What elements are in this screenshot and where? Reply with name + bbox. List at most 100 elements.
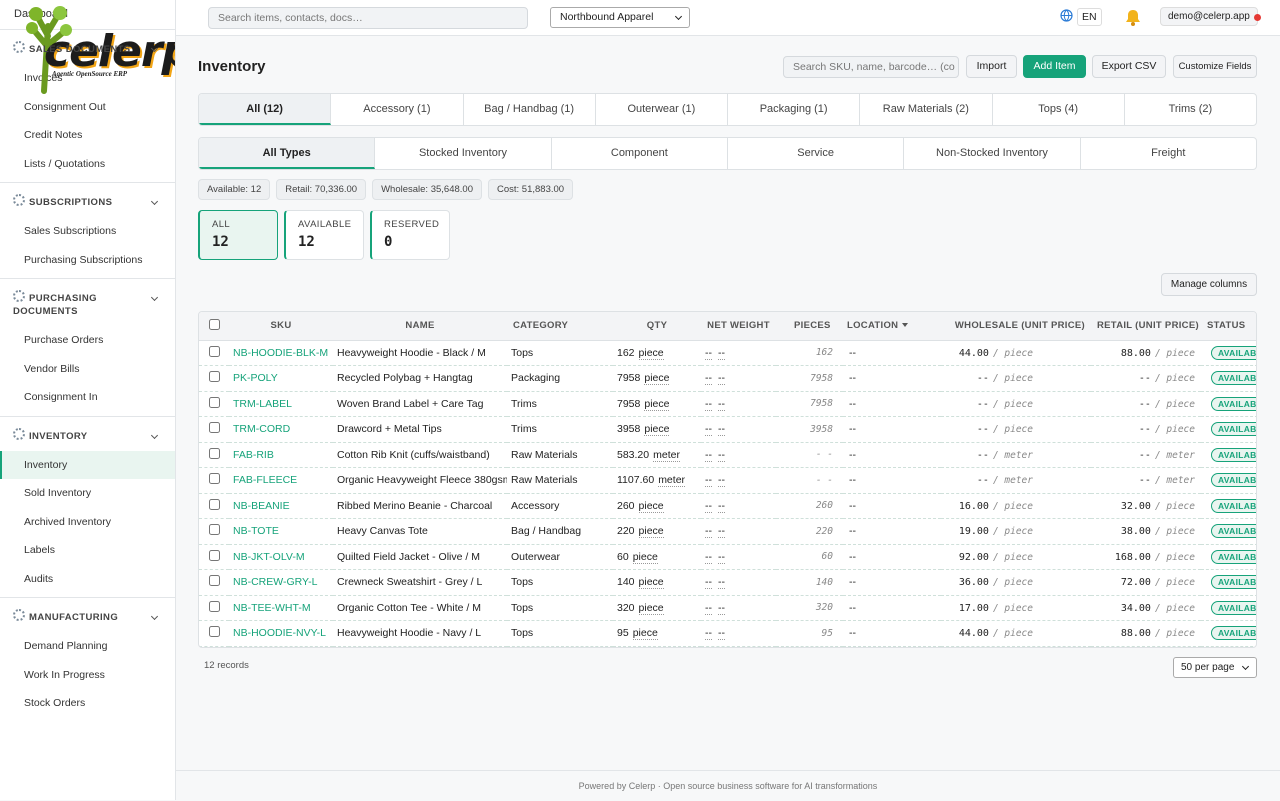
tab[interactable]: Packaging (1) xyxy=(728,94,861,125)
user-menu[interactable]: demo@celerp.app xyxy=(1160,7,1258,26)
status-card[interactable]: AVAILABLE 12 xyxy=(284,210,364,260)
section-header[interactable]: SUBSCRIPTIONS xyxy=(0,183,175,217)
table-row[interactable]: NB-HOODIE-NVY-L Heavyweight Hoodie - Navy… xyxy=(199,620,1256,647)
column-header[interactable]: SKU xyxy=(229,312,333,341)
sku-link[interactable]: NB-BEANIE xyxy=(229,493,333,519)
nav-item[interactable]: Work In Progress xyxy=(24,668,105,681)
table-row[interactable]: NB-HOODIE-BLK-M Heavyweight Hoodie - Blac… xyxy=(199,340,1256,366)
table-search[interactable]: Search SKU, name, barcode… (co xyxy=(783,56,959,78)
table-row[interactable]: TRM-LABEL Woven Brand Label + Care Tag Tri… xyxy=(199,391,1256,417)
row-checkbox[interactable] xyxy=(208,447,220,459)
table-row[interactable]: FAB-RIB Cotton Rib Knit (cuffs/waistband)… xyxy=(199,442,1256,468)
row-checkbox[interactable] xyxy=(208,626,220,638)
button[interactable]: Export CSV xyxy=(1092,55,1166,78)
sku-link[interactable]: NB-TOTE xyxy=(229,518,333,545)
row-checkbox[interactable] xyxy=(208,524,220,536)
nav-item[interactable]: Credit Notes xyxy=(24,129,83,141)
notification-bell[interactable] xyxy=(1124,8,1142,26)
button[interactable]: Import xyxy=(966,55,1017,78)
sku-link[interactable]: NB-HOODIE-BLK-M xyxy=(229,340,333,366)
table-row[interactable]: NB-BEANIE Ribbed Merino Beanie - Charcoal… xyxy=(199,493,1256,519)
tab[interactable]: All Types xyxy=(199,138,376,169)
tab[interactable]: Stocked Inventory xyxy=(375,138,552,169)
status-card[interactable]: RESERVED 0 xyxy=(370,210,450,260)
button[interactable]: Add Item xyxy=(1023,55,1086,78)
wholesale-value: 44.00 xyxy=(958,347,989,359)
nav-item[interactable]: Consignment In xyxy=(24,391,98,403)
table-row[interactable]: TRM-CORD Drawcord + Metal Tips Trims 3958 pi… xyxy=(199,416,1256,443)
sku-link[interactable]: FAB-RIB xyxy=(229,442,333,468)
sku-link[interactable]: FAB-FLEECE xyxy=(229,467,333,494)
tab[interactable]: Accessory (1) xyxy=(331,94,464,125)
nav-item[interactable]: Vendor Bills xyxy=(24,362,80,375)
select-all-checkbox[interactable] xyxy=(208,318,220,330)
section-header[interactable]: SALES DOCUMENTS xyxy=(0,30,175,64)
table-row[interactable]: NB-TOTE Heavy Canvas Tote Bag / Handbag 220… xyxy=(199,518,1256,545)
nav-item[interactable]: Consignment Out xyxy=(24,100,106,113)
tab[interactable]: Service xyxy=(728,138,905,169)
company-select[interactable]: Northbound Apparel xyxy=(550,7,690,28)
tab[interactable]: Outerwear (1) xyxy=(596,94,728,125)
tab[interactable]: Raw Materials (2) xyxy=(860,94,993,125)
row-checkbox[interactable] xyxy=(208,575,220,587)
row-checkbox[interactable] xyxy=(208,549,220,561)
retail-cell: 32.00/ piece xyxy=(1091,493,1201,519)
sku-link[interactable]: NB-CREW-GRY-L xyxy=(229,569,333,596)
language[interactable]: EN xyxy=(1060,8,1102,26)
column-header[interactable]: NAME xyxy=(333,312,507,341)
column-header[interactable]: QTY xyxy=(613,312,701,341)
global-search[interactable]: Search items, contacts, docs… xyxy=(208,7,528,29)
sku-link[interactable]: TRM-CORD xyxy=(229,416,333,443)
nav-item[interactable]: Sold Inventory xyxy=(24,487,92,499)
nav-item[interactable]: Purchase Orders xyxy=(24,334,104,346)
row-checkbox[interactable] xyxy=(208,498,220,510)
section-header[interactable]: INVENTORY xyxy=(0,417,175,451)
row-checkbox[interactable] xyxy=(208,396,220,408)
manage-columns-button[interactable]: Manage columns xyxy=(1161,273,1257,296)
nav-item[interactable]: Purchasing Subscriptions xyxy=(24,253,143,266)
sku-link[interactable]: NB-HOODIE-NVY-L xyxy=(229,620,333,647)
nav-item[interactable]: Demand Planning xyxy=(24,640,108,652)
tab[interactable]: Tops (4) xyxy=(993,94,1125,125)
section-header[interactable]: PURCHASING DOCUMENTS xyxy=(0,279,175,326)
sku-link[interactable]: NB-JKT-OLV-M xyxy=(229,544,333,570)
tab[interactable]: All (12) xyxy=(199,94,332,125)
nav-item[interactable]: Labels xyxy=(24,544,55,556)
per-page-select[interactable]: 50 per page xyxy=(1173,657,1257,678)
tab[interactable]: Freight xyxy=(1151,147,1186,159)
table-row[interactable]: NB-CREW-GRY-L Crewneck Sweatshirt - Grey … xyxy=(199,569,1256,596)
tab[interactable]: Non-Stocked Inventory xyxy=(904,138,1081,169)
column-header[interactable]: RETAIL (UNIT PRICE) xyxy=(1091,312,1201,341)
column-header[interactable]: PIECES xyxy=(776,312,843,341)
column-header[interactable]: CATEGORY xyxy=(507,312,613,341)
button[interactable]: Customize Fields xyxy=(1173,55,1257,78)
column-header[interactable]: STATUS xyxy=(1201,312,1256,341)
row-checkbox[interactable] xyxy=(208,345,220,357)
column-header[interactable]: LOCATION xyxy=(843,312,941,341)
nav-item[interactable]: Archived Inventory xyxy=(24,515,111,528)
status-card[interactable]: ALL 12 xyxy=(198,210,278,260)
column-header[interactable]: WHOLESALE (UNIT PRICE) xyxy=(941,312,1091,341)
tab[interactable]: Trims (2) xyxy=(1168,103,1213,115)
tab[interactable]: Bag / Handbag (1) xyxy=(464,94,596,125)
sku-link[interactable]: PK-POLY xyxy=(229,365,333,392)
column-header[interactable]: NET WEIGHT xyxy=(701,312,776,341)
sku-link[interactable]: NB-TEE-WHT-M xyxy=(229,595,333,621)
table-row[interactable]: NB-TEE-WHT-M Organic Cotton Tee - White /… xyxy=(199,595,1256,621)
table-row[interactable]: NB-JKT-OLV-M Quilted Field Jacket - Olive… xyxy=(199,544,1256,570)
nav-item[interactable]: Inventory xyxy=(0,450,175,479)
row-checkbox[interactable] xyxy=(208,371,220,383)
nav-item[interactable]: Lists / Quotations xyxy=(24,157,106,170)
nav-item[interactable]: Sales Subscriptions xyxy=(24,225,117,237)
sku-link[interactable]: TRM-LABEL xyxy=(229,391,333,417)
row-checkbox[interactable] xyxy=(208,600,220,612)
table-row[interactable]: PK-POLY Recycled Polybag + Hangtag Packagi… xyxy=(199,365,1256,392)
nav-item[interactable]: Audits xyxy=(24,572,54,585)
section-header[interactable]: MANUFACTURING xyxy=(0,598,175,632)
net-weight-value: -- xyxy=(705,525,712,539)
row-checkbox[interactable] xyxy=(208,473,220,485)
table-row[interactable]: FAB-FLEECE Organic Heavyweight Fleece 380… xyxy=(199,467,1256,494)
tab[interactable]: Component xyxy=(552,138,728,169)
row-checkbox[interactable] xyxy=(208,422,220,434)
nav-item[interactable]: Stock Orders xyxy=(24,697,86,709)
